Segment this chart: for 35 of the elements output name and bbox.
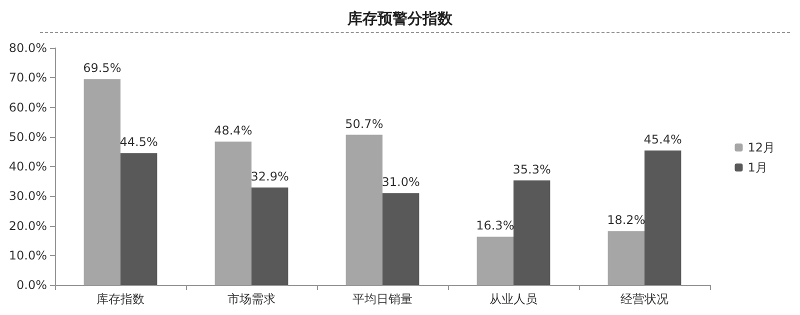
x-tick-label: 库存指数: [96, 292, 144, 306]
bar: [252, 188, 288, 285]
data-label: 45.4%: [644, 132, 682, 147]
y-tick-label: 70.0%: [8, 70, 47, 85]
bar: [608, 231, 644, 285]
data-label: 69.5%: [83, 61, 122, 76]
bar: [382, 193, 420, 285]
bar: [84, 79, 120, 285]
y-tick-label: 10.0%: [8, 248, 47, 262]
y-tick-label: 80.0%: [8, 41, 47, 55]
bar: [514, 180, 550, 285]
x-tick-label: 平均日销量: [352, 292, 412, 306]
x-tick-label: 经营状况: [620, 292, 668, 306]
y-tick-label: 30.0%: [8, 189, 47, 204]
x-tick-label: 市场需求: [228, 292, 276, 306]
data-label: 50.7%: [345, 116, 384, 131]
y-tick-label: 40.0%: [8, 160, 47, 174]
x-tick-label: 从业人员: [490, 292, 538, 306]
bar: [476, 236, 514, 285]
chart-title: 库存预警分指数: [346, 10, 454, 28]
data-label: 32.9%: [250, 170, 289, 184]
data-label: 48.4%: [214, 124, 252, 138]
legend-label: 12月: [748, 140, 776, 154]
data-label: 31.0%: [382, 175, 420, 190]
y-tick-label: 60.0%: [8, 100, 47, 114]
bar: [120, 153, 158, 285]
y-tick-label: 50.0%: [8, 130, 47, 144]
legend-label: 1月: [748, 160, 768, 174]
y-tick-label: 20.0%: [8, 218, 47, 233]
bar: [644, 150, 682, 285]
bar: [346, 134, 382, 285]
data-label: 44.5%: [120, 135, 158, 150]
y-tick-label: 0.0%: [16, 278, 47, 292]
data-label: 35.3%: [512, 162, 551, 176]
bar: [214, 142, 252, 285]
